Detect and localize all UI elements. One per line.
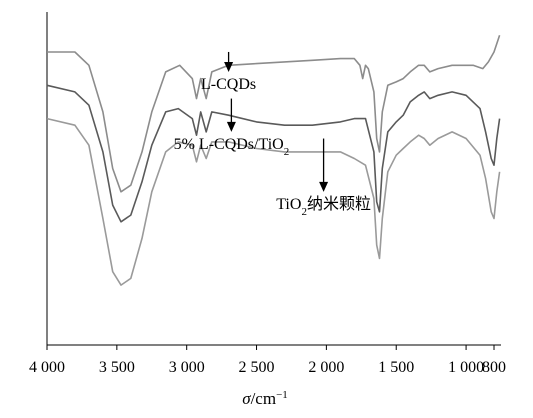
x-axis-title: σ/cm−1 xyxy=(242,389,288,408)
spectrum-line-s1 xyxy=(47,35,501,193)
x-tick-label-1000: 1 000 xyxy=(448,359,484,376)
x-tick-label-2000: 2 000 xyxy=(308,359,344,376)
annotation-label-a1: L-CQDs xyxy=(201,76,256,93)
spectrum-line-s2 xyxy=(46,84,501,223)
annotation-label-a3: TiO2纳米颗粒 xyxy=(276,195,371,218)
x-tick-label-1500: 1 500 xyxy=(378,359,414,376)
x-tick-label-4000: 4 000 xyxy=(29,359,65,376)
spectrum-line-s3 xyxy=(46,117,501,286)
annotation-arrowhead-a2 xyxy=(226,121,236,132)
x-tick-label-3500: 3 500 xyxy=(99,359,135,376)
annotation-arrowhead-a1 xyxy=(224,61,234,72)
plot-frame xyxy=(46,12,501,346)
x-tick-label-3000: 3 000 xyxy=(169,359,205,376)
annotation-arrowhead-a3 xyxy=(319,181,329,192)
series-layer xyxy=(46,35,501,286)
x-tick-label-2500: 2 500 xyxy=(239,359,275,376)
annotation-label-a2: 5% L-CQDs/TiO2 xyxy=(174,136,290,158)
x-tick-label-800: 800 xyxy=(482,359,506,376)
annotation-layer: L-CQDs 5% L-CQDs/TiO2 TiO2纳米颗粒 xyxy=(174,51,371,218)
